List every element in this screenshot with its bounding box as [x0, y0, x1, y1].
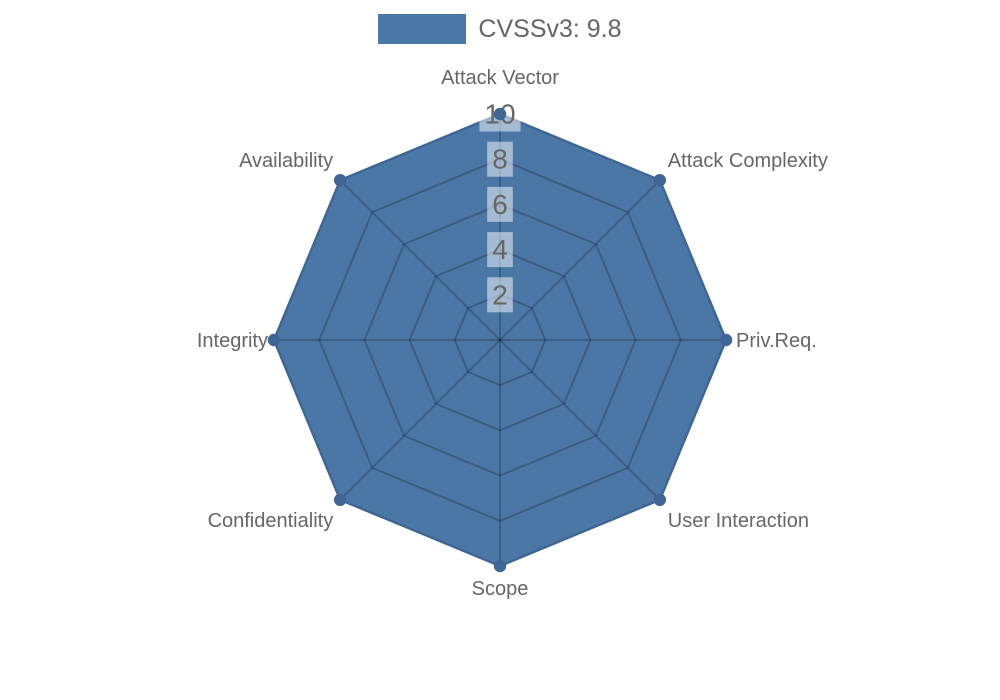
axis-label-user-interaction: User Interaction: [668, 510, 809, 532]
axis-label-scope: Scope: [472, 578, 529, 600]
axis-label-integrity: Integrity: [197, 330, 268, 352]
axis-spoke: [499, 179, 661, 341]
tick-backdrop: [487, 141, 513, 177]
tick-label: 6: [492, 189, 508, 220]
axis-label-confidentiality: Confidentiality: [208, 510, 334, 532]
tick-backdrop: [487, 186, 513, 222]
tick-label: 8: [492, 144, 508, 175]
grid-ring: [408, 248, 592, 432]
axis-spoke: [339, 339, 501, 501]
tick-backdrop: [487, 277, 513, 313]
tick-label: 4: [492, 234, 508, 265]
axis-spoke: [499, 339, 661, 501]
axis-label-attack-vector: Attack Vector: [441, 67, 559, 89]
data-point-marker: [333, 173, 347, 187]
data-point-marker: [493, 107, 507, 121]
data-point-marker: [333, 493, 347, 507]
legend-swatch: [378, 14, 467, 44]
grid-ring: [363, 203, 637, 477]
axis-spoke: [339, 179, 501, 341]
data-point-marker: [653, 173, 667, 187]
data-point-marker: [719, 333, 733, 347]
radar-series-fill: [274, 114, 726, 566]
legend-label: CVSSv3: 9.8: [478, 15, 622, 43]
grid-ring: [453, 293, 547, 387]
data-point-marker: [493, 559, 507, 573]
axis-label-attack-complexity: Attack Complexity: [668, 150, 828, 172]
tick-label: 2: [492, 279, 508, 310]
grid-ring: [318, 158, 682, 522]
axis-label-availability: Availability: [239, 150, 333, 172]
axis-label-priv-req: Priv.Req.: [736, 330, 817, 352]
data-point-marker: [653, 493, 667, 507]
data-point-marker: [267, 333, 281, 347]
legend[interactable]: CVSSv3: 9.8: [0, 14, 1000, 44]
tick-backdrop: [487, 232, 513, 268]
